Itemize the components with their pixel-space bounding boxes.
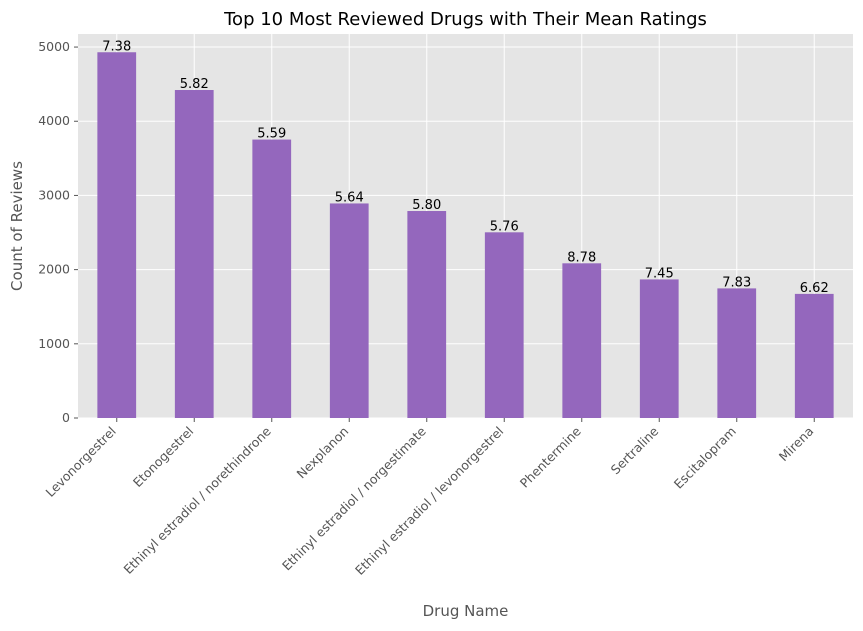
bar [562, 263, 602, 418]
data-label: 5.64 [335, 190, 364, 205]
x-axis-label: Drug Name [423, 602, 509, 620]
bar [407, 211, 447, 418]
y-tick-label: 5000 [38, 39, 70, 54]
data-label: 5.59 [257, 127, 286, 142]
y-tick-label: 1000 [38, 336, 70, 351]
bar [329, 203, 369, 418]
data-labels: 7.38 5.82 5.59 5.64 5.80 5.76 8.78 7.45 7.83 6.62 [102, 39, 828, 296]
bar [484, 232, 524, 418]
data-label: 7.45 [645, 266, 674, 281]
bars [97, 52, 834, 419]
data-label: 8.78 [567, 250, 596, 265]
data-label: 5.80 [412, 198, 441, 213]
y-tick-label: 4000 [38, 113, 70, 128]
data-label: 7.38 [102, 39, 131, 54]
x-tick-label: Etonogestrel [130, 424, 197, 491]
x-tick-label: Sertraline [608, 423, 662, 477]
data-label: 5.82 [180, 77, 209, 92]
x-tick-label: Nexplanon [294, 424, 352, 482]
bar [97, 52, 137, 418]
y-axis-ticks: 0 1000 2000 3000 4000 5000 [38, 39, 78, 425]
bar [252, 139, 292, 419]
data-label: 6.62 [800, 281, 829, 296]
x-tick-label: Levonorgestrel [42, 424, 118, 500]
x-tick-label: Escitalopram [671, 424, 739, 492]
bar [639, 279, 679, 418]
y-tick-label: 2000 [38, 262, 70, 277]
x-tick-label: Ethinyl estradiol / norethindrone [120, 423, 274, 577]
data-label: 7.83 [722, 275, 751, 290]
x-tick-label: Ethinyl estradiol / norgestimate [279, 423, 429, 573]
data-label: 5.76 [490, 219, 519, 234]
y-tick-label: 0 [62, 410, 70, 425]
y-axis-label: Count of Reviews [8, 161, 26, 291]
x-tick-label: Ethinyl estradiol / levonorgestrel [352, 424, 506, 578]
bar [794, 293, 834, 418]
x-tick-label: Mirena [776, 424, 817, 465]
y-tick-label: 3000 [38, 187, 70, 202]
x-tick-label: Phentermine [517, 423, 584, 490]
bar [717, 288, 757, 418]
chart-title: Top 10 Most Reviewed Drugs with Their Me… [223, 9, 707, 30]
bar [174, 90, 214, 419]
